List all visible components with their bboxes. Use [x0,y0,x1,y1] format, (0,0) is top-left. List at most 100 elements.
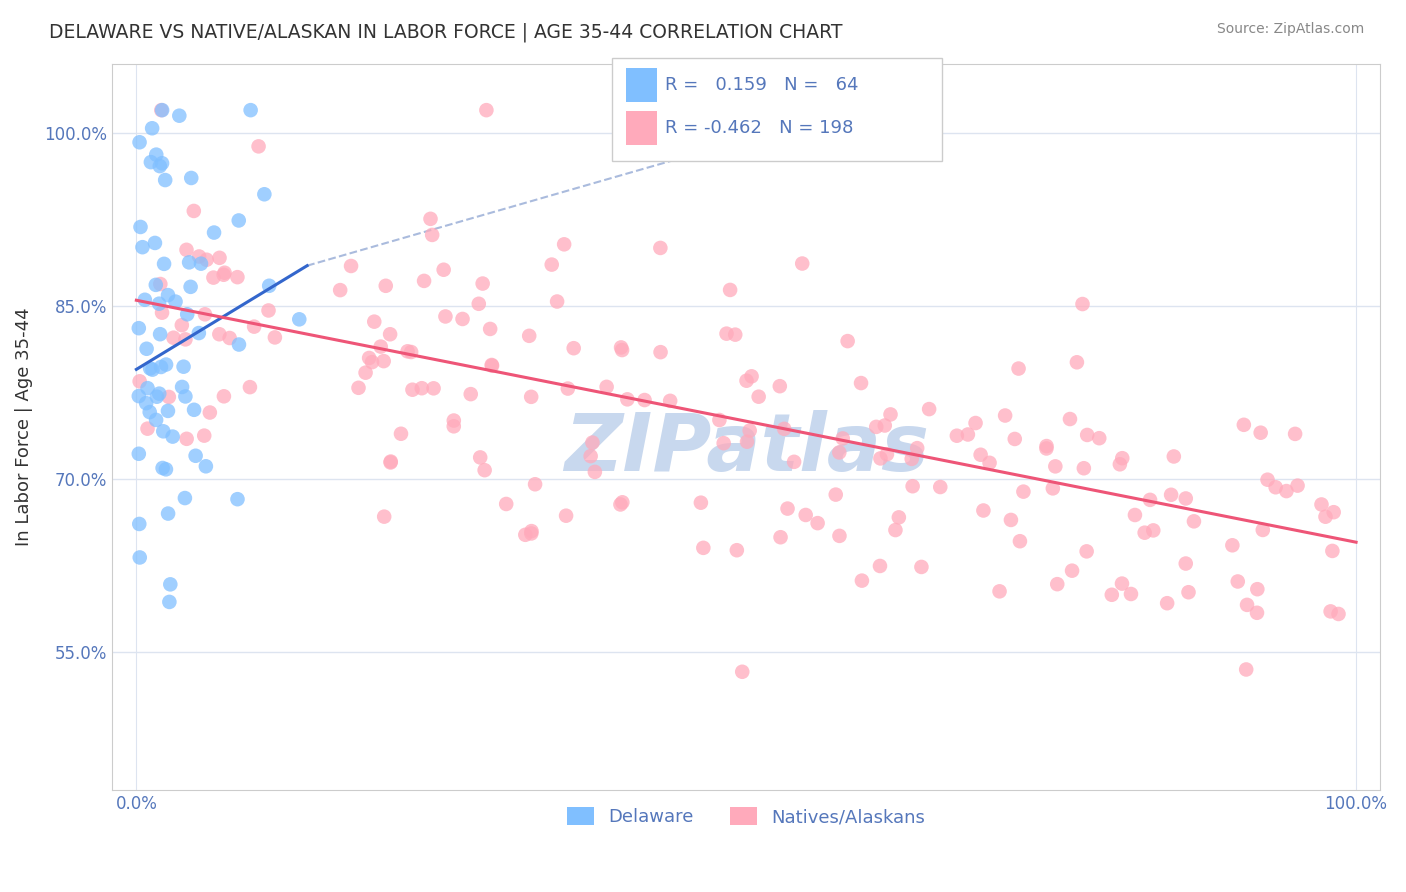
Point [370,340,392,354]
Point [184,449,207,463]
Point [965,416,987,430]
Point [520,526,543,541]
Point [373,509,395,524]
Point [180,171,202,186]
Point [139,361,162,376]
Point [150,306,173,320]
Point [135,396,157,410]
Point [1319,604,1341,618]
Point [969,448,991,462]
Point [202,270,225,285]
Point [479,322,502,336]
Point [1177,585,1199,599]
Point [1035,442,1057,456]
Point [195,252,218,267]
Point [128,135,150,149]
Point [1045,459,1067,474]
Point [1156,596,1178,610]
Point [1182,514,1205,528]
Point [176,432,198,446]
Point [1322,544,1344,558]
Point [179,255,201,269]
Text: Source: ZipAtlas.com: Source: ZipAtlas.com [1216,22,1364,37]
Point [172,380,194,394]
Point [145,413,167,427]
Point [264,330,287,344]
Point [361,355,384,369]
Point [162,429,184,443]
Point [901,479,924,493]
Point [849,376,872,390]
Text: R =   0.159   N =   64: R = 0.159 N = 64 [665,76,859,94]
Point [794,508,817,522]
Point [443,413,465,427]
Point [741,369,763,384]
Point [828,529,851,543]
Point [208,251,231,265]
Point [329,283,352,297]
Point [1000,513,1022,527]
Point [1059,412,1081,426]
Point [1060,564,1083,578]
Point [155,462,177,476]
Point [247,139,270,153]
Point [153,257,176,271]
Point [713,436,735,450]
Point [202,226,225,240]
Point [1119,587,1142,601]
Point [792,256,814,270]
Point [610,343,633,357]
Point [633,392,655,407]
Point [1076,428,1098,442]
Point [918,402,941,417]
Point [773,422,796,436]
Point [520,524,543,538]
Point [411,381,433,395]
Point [1008,534,1031,549]
Point [468,297,491,311]
Point [413,274,436,288]
Point [131,240,153,254]
Point [616,392,638,407]
Point [988,584,1011,599]
Point [520,390,543,404]
Point [128,447,150,461]
Point [709,413,731,427]
Point [174,491,197,505]
Point [183,203,205,218]
Point [650,345,672,359]
Point [879,408,901,422]
Point [1246,606,1268,620]
Point [419,211,441,226]
Point [557,382,579,396]
Point [228,337,250,351]
Point [128,374,150,388]
Point [994,409,1017,423]
Point [929,480,952,494]
Point [347,381,370,395]
Point [837,334,859,348]
Point [1101,588,1123,602]
Point [128,389,150,403]
Point [783,455,806,469]
Point [288,312,311,326]
Point [869,451,891,466]
Point [340,259,363,273]
Point [157,595,180,609]
Point [228,213,250,227]
Point [659,393,682,408]
Point [359,351,381,365]
Point [1046,577,1069,591]
Point [1251,523,1274,537]
Point [1073,461,1095,475]
Point [374,278,396,293]
Point [443,419,465,434]
Point [157,507,180,521]
Text: R = -0.462   N = 198: R = -0.462 N = 198 [665,119,853,136]
Point [689,496,711,510]
Point [139,155,162,169]
Point [150,103,173,117]
Point [1108,458,1130,472]
Point [731,665,754,679]
Point [807,516,830,530]
